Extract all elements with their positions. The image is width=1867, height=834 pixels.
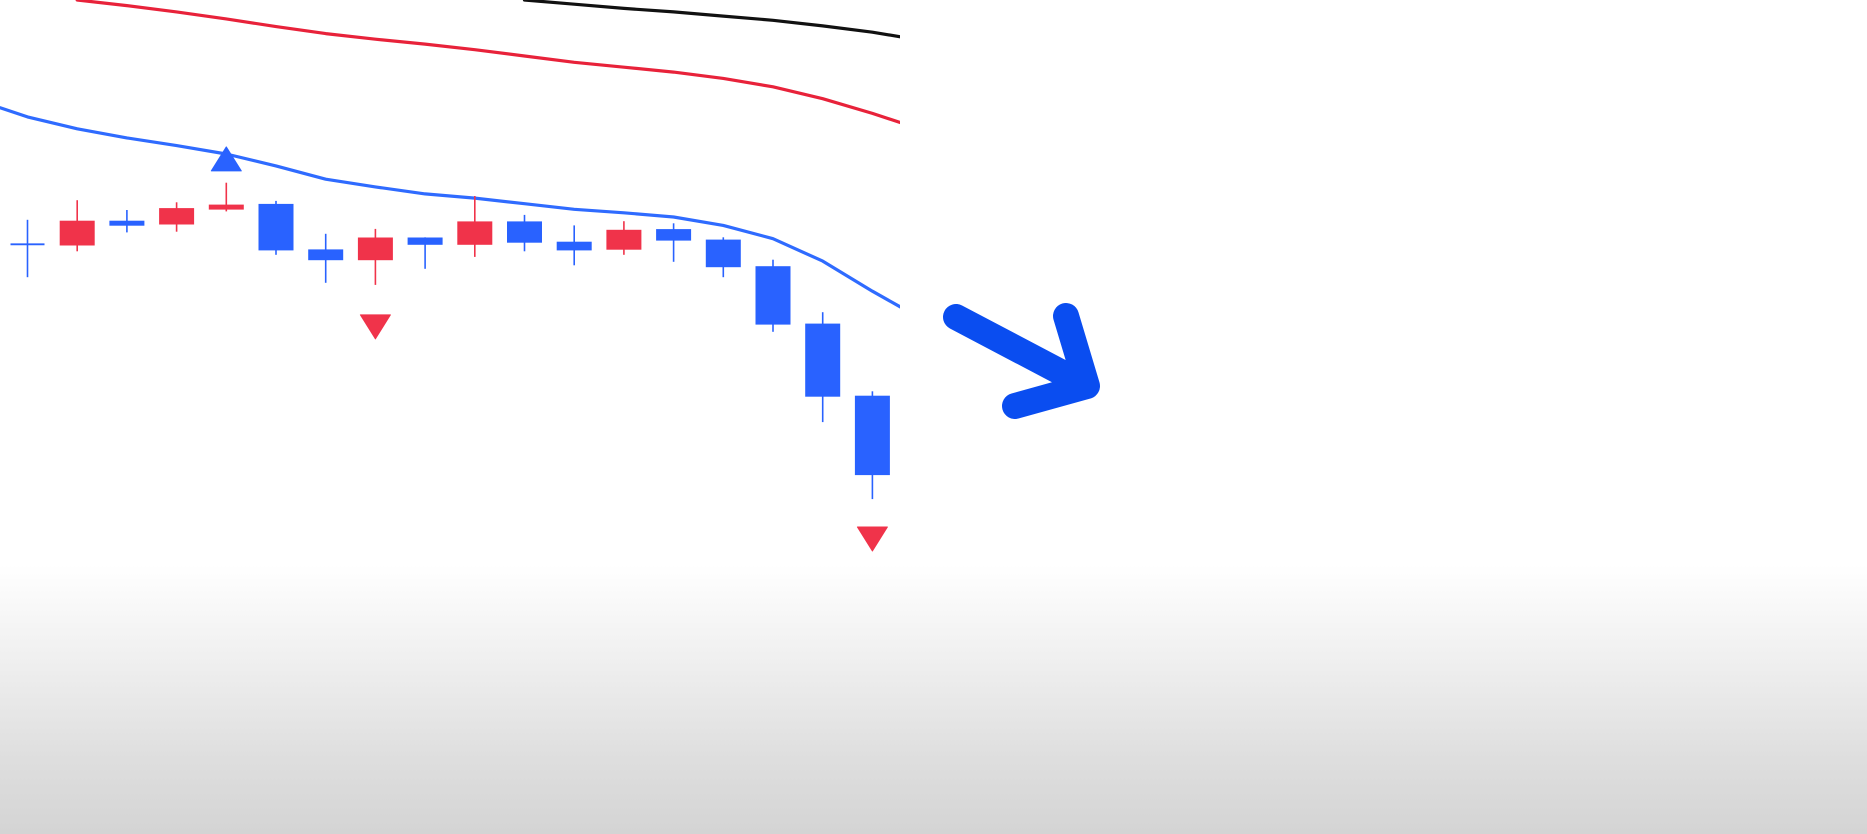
candle-body — [308, 249, 344, 261]
candle-body — [59, 220, 95, 246]
candle-7 — [308, 233, 344, 283]
candle-body — [457, 221, 493, 245]
candle-10 — [457, 196, 493, 257]
candle-body — [258, 203, 294, 251]
candle-14 — [656, 223, 692, 262]
candle-5 — [208, 182, 244, 212]
candle-body — [159, 208, 195, 225]
candle-body — [854, 395, 890, 476]
signal-marker-down — [856, 526, 888, 552]
candle-9 — [407, 237, 443, 269]
moving-average-layer — [0, 0, 900, 309]
candle-12 — [556, 225, 592, 266]
candle-body — [407, 237, 443, 245]
candle-body — [805, 323, 841, 397]
candle-body — [556, 241, 592, 251]
candle-16 — [755, 259, 791, 332]
candle-layer — [10, 182, 890, 500]
candle-17 — [805, 312, 841, 423]
signal-layer — [210, 146, 888, 552]
candle-8 — [357, 228, 393, 285]
candle-body — [705, 239, 741, 268]
signal-marker-up — [210, 146, 242, 172]
candle-13 — [606, 221, 642, 255]
candle-15 — [705, 237, 741, 278]
moving-average-fast — [0, 106, 900, 309]
candle-11 — [507, 214, 542, 252]
arrow-shape — [943, 303, 1100, 419]
trend-arrow-icon — [943, 303, 1100, 419]
candle-body — [656, 229, 692, 241]
candle-4 — [159, 202, 195, 232]
moving-average-slow — [522, 0, 900, 39]
candle-3 — [109, 210, 145, 233]
moving-average-mid — [75, 0, 900, 125]
candle-body — [109, 220, 145, 226]
candle-body — [606, 229, 642, 250]
candle-2 — [59, 200, 95, 252]
candle-6 — [258, 200, 294, 255]
candle-body — [208, 204, 244, 210]
candle-18 — [854, 391, 890, 500]
candle-1 — [10, 219, 45, 278]
signal-marker-down — [359, 314, 391, 340]
candle-body — [507, 221, 542, 243]
candle-body — [357, 237, 393, 261]
candle-body — [755, 266, 791, 325]
